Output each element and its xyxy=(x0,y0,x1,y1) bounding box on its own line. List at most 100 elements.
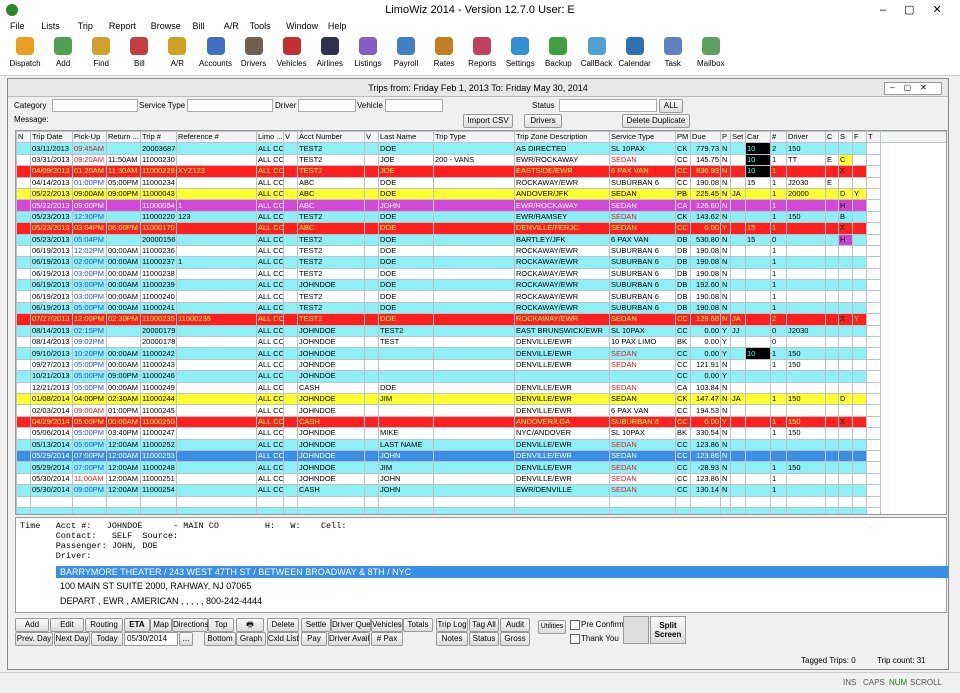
pre-confirm-checkbox[interactable] xyxy=(570,620,580,630)
toolbar-icon[interactable] xyxy=(282,37,301,55)
import-csv-button[interactable]: Import CSV xyxy=(463,114,513,128)
toolbar-label[interactable]: Calendar xyxy=(618,59,651,68)
toolbar-icon[interactable] xyxy=(92,37,111,55)
toolbar-label[interactable]: Accounts xyxy=(199,59,232,68)
menu-item[interactable]: Browse xyxy=(150,21,181,31)
trip-row[interactable]: 05/23/2013 03:04PM 06:00PM 11000170 ALL CC AB… xyxy=(16,222,946,235)
audit-button[interactable]: Audit xyxy=(500,618,530,632)
toolbar-icon[interactable] xyxy=(130,37,149,55)
cxld-list-button[interactable]: Cxld List xyxy=(267,632,299,646)
column-header[interactable]: V xyxy=(283,131,298,144)
toolbar-label[interactable]: Backup xyxy=(545,59,572,68)
toolbar-icon[interactable] xyxy=(16,37,34,55)
toolbar-icon[interactable] xyxy=(625,37,644,55)
trip-row[interactable]: 05/29/2014 07:00PM 12:00AM 11000253 ALL CC JO… xyxy=(16,449,946,463)
column-header[interactable]: Service Type xyxy=(609,131,676,144)
trip-row[interactable]: 05/30/2014 09:00PM 12:00AM 11000254 ALL CC CA… xyxy=(16,484,946,497)
column-header[interactable]: Trip Date xyxy=(30,131,73,144)
prev-day-button[interactable]: Prev. Day xyxy=(15,632,53,646)
toolbar-icon[interactable] xyxy=(587,37,606,55)
tag-all-button[interactable]: Tag All xyxy=(469,618,499,632)
column-header[interactable]: Due xyxy=(690,131,721,144)
trip-row[interactable]: 12/21/2013 05:00PM 00:00AM 11000249 ALL CC CA… xyxy=(16,381,946,395)
column-header[interactable]: S xyxy=(838,131,853,144)
column-header[interactable]: Driver xyxy=(786,131,826,144)
bottom-button[interactable]: Bottom xyxy=(204,632,236,646)
trip-row[interactable]: 03/11/2013 09:45AM 20003687 ALL CC TEST2 DOE A… xyxy=(16,142,946,155)
date-input[interactable]: 05/30/2014 xyxy=(124,632,178,646)
toolbar-icon[interactable] xyxy=(244,37,263,55)
toolbar-label[interactable]: Bill xyxy=(133,59,145,68)
trip-row[interactable]: 10/21/2013 05:00PM 09:00PM 11000246 ALL CC JO… xyxy=(16,370,946,383)
column-header[interactable]: F xyxy=(852,131,867,144)
trip-row[interactable]: 02/03/2014 09:00AM 01:00PM 11000245 ALL CC JO… xyxy=(16,404,946,417)
toolbar-icon[interactable] xyxy=(206,37,225,55)
toolbar-label[interactable]: Drivers xyxy=(240,59,267,68)
status-select[interactable] xyxy=(559,99,657,112)
toolbar-icon[interactable] xyxy=(54,37,73,55)
trip-row[interactable]: 06/19/2013 02:00PM 00:00AM 11000237 1 ALL CC T… xyxy=(16,256,946,269)
trip-row[interactable]: 01/08/2014 04:00PM 02:30AM 11000244 ALL CC JO… xyxy=(16,392,946,406)
column-header[interactable]: P xyxy=(720,131,731,144)
trip-row[interactable]: 05/13/2014 05:00PM 12:00AM 11000252 ALL CC JO… xyxy=(16,438,946,451)
trip-row[interactable]: 06/19/2013 03:00PM 00:00AM 11000240 ALL CC TE… xyxy=(16,290,946,303)
toolbar-icon[interactable] xyxy=(701,37,720,55)
trip-row[interactable]: 08/14/2013 02:15PM 20000179 ALL CC JOHNDOE TE… xyxy=(16,324,946,338)
trip-row[interactable]: 07/27/2013 12:00PM 02:30PM 11000235 11000235… xyxy=(16,313,946,326)
split-icon[interactable] xyxy=(623,616,649,644)
toolbar-icon[interactable] xyxy=(320,37,339,55)
toolbar-label[interactable]: Dispatch xyxy=(9,59,41,68)
next-day-button[interactable]: Next Day xyxy=(54,632,90,646)
delete-button[interactable]: Delete xyxy=(267,618,299,632)
trip-row[interactable]: 04/14/2013 01:00PM 05:00PM 11000234 ALL CC AB… xyxy=(16,176,946,189)
toolbar-icon[interactable] xyxy=(473,37,492,55)
trip-row[interactable]: 05/29/2014 07:00PM 12:00AM 11000248 ALL CC JO… xyxy=(16,461,946,474)
totals-button[interactable]: Totals xyxy=(403,618,433,632)
toolbar-icon[interactable] xyxy=(663,37,682,55)
thank-you-checkbox[interactable] xyxy=(570,634,580,644)
driver-avail-button[interactable]: Driver Avail xyxy=(328,632,370,646)
settle-button[interactable]: Settle xyxy=(301,618,331,632)
column-header[interactable]: Last Name xyxy=(378,131,434,144)
routing-button[interactable]: Routing xyxy=(85,618,123,632)
drivers-button[interactable]: Drivers xyxy=(524,114,562,128)
trip-row[interactable]: 03/31/2013 09:20AM 11:50AM 11000230 ALL CC TE… xyxy=(16,153,946,167)
driver-select[interactable] xyxy=(298,99,356,112)
toolbar-label[interactable]: Rates xyxy=(433,59,455,68)
delete-duplicate-button[interactable]: Delete Duplicate xyxy=(622,114,690,128)
toolbar-label[interactable]: Add xyxy=(55,59,71,68)
status-button[interactable]: Status xyxy=(469,632,499,646)
column-header[interactable]: Trip Zone Description xyxy=(514,131,610,144)
column-header[interactable]: # xyxy=(770,131,787,144)
column-header[interactable]: Return ... xyxy=(106,131,141,144)
column-header[interactable]: Car xyxy=(745,131,771,144)
trip-row[interactable]: 06/19/2013 03:00PM 00:00AM 11000239 ALL CC JO… xyxy=(16,279,946,292)
column-header[interactable]: Set xyxy=(730,131,746,144)
toolbar-label[interactable]: Find xyxy=(93,59,109,68)
trip-row[interactable]: 05/06/2014 05:00PM 03:40PM 11000247 ALL CC JO… xyxy=(16,427,946,440)
trip-row[interactable]: 05/23/2013 12:30PM 11000220 123 ALL CC TEST2 D… xyxy=(16,210,946,224)
trip-row[interactable]: 06/19/2013 03:00PM 00:00AM 11000238 ALL CC TE… xyxy=(16,267,946,281)
toolbar-label[interactable]: Listings xyxy=(354,59,382,68)
trip-row[interactable]: 06/19/2013 12:02PM 00:00AM 11000236 ALL CC TE… xyxy=(16,244,946,258)
toolbar-icon[interactable] xyxy=(168,37,187,55)
column-header[interactable]: C xyxy=(825,131,839,144)
today-button[interactable]: Today xyxy=(91,632,123,646)
trip-row[interactable]: 05/22/2013 09:00PM 11000054 1 ALL CC ABC JOHN E… xyxy=(16,199,946,212)
pay-button[interactable]: Pay xyxy=(301,632,327,646)
map-button[interactable]: Map xyxy=(150,618,172,632)
toolbar-label[interactable]: Mailbox xyxy=(697,59,725,68)
add-button[interactable]: Add xyxy=(15,618,49,632)
menu-item[interactable]: Window xyxy=(286,21,319,31)
category-select[interactable] xyxy=(52,99,138,112)
top-button[interactable]: Top xyxy=(208,618,234,632)
menu-item[interactable]: Tools xyxy=(249,21,271,31)
toolbar-icon[interactable] xyxy=(511,37,530,55)
split-screen-button[interactable]: Split Screen xyxy=(650,616,686,644)
toolbar-icon[interactable] xyxy=(435,37,454,55)
toolbar-label[interactable]: Airlines xyxy=(316,59,343,68)
trip-row[interactable]: 08/14/2013 09:02PM 20000178 ALL CC JOHNDOE TE… xyxy=(16,336,946,349)
edit-button[interactable]: Edit xyxy=(50,618,84,632)
trip-row[interactable]: 05/30/2014 11:00AM 12:00AM 11000251 ALL CC JO… xyxy=(16,472,946,486)
trip-row[interactable]: 04/09/2013 01:20AM 11:30AM 11000228 XYZ123 AL… xyxy=(16,165,946,178)
